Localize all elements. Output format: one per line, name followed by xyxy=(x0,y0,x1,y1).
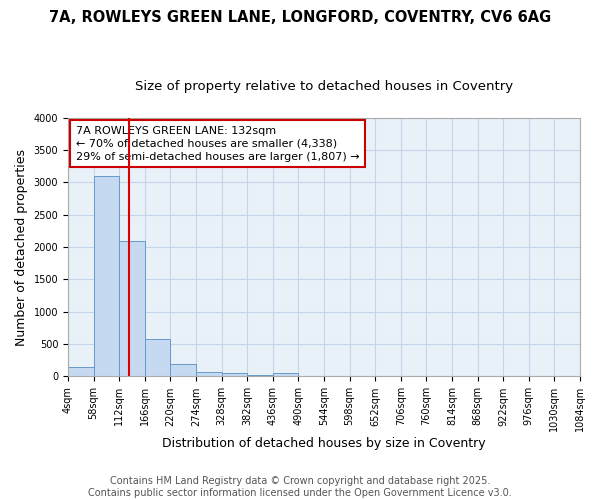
Bar xyxy=(196,372,221,376)
Text: 7A ROWLEYS GREEN LANE: 132sqm
← 70% of detached houses are smaller (4,338)
29% o: 7A ROWLEYS GREEN LANE: 132sqm ← 70% of d… xyxy=(76,126,359,162)
Text: 7A, ROWLEYS GREEN LANE, LONGFORD, COVENTRY, CV6 6AG: 7A, ROWLEYS GREEN LANE, LONGFORD, COVENT… xyxy=(49,10,551,25)
Text: Contains HM Land Registry data © Crown copyright and database right 2025.
Contai: Contains HM Land Registry data © Crown c… xyxy=(88,476,512,498)
Bar xyxy=(94,176,119,376)
Bar xyxy=(119,240,145,376)
X-axis label: Distribution of detached houses by size in Coventry: Distribution of detached houses by size … xyxy=(162,437,486,450)
Bar xyxy=(247,374,273,376)
Bar xyxy=(68,367,94,376)
Title: Size of property relative to detached houses in Coventry: Size of property relative to detached ho… xyxy=(135,80,513,93)
Bar xyxy=(145,340,170,376)
Y-axis label: Number of detached properties: Number of detached properties xyxy=(15,148,28,346)
Bar xyxy=(170,364,196,376)
Bar xyxy=(221,373,247,376)
Bar xyxy=(273,373,298,376)
